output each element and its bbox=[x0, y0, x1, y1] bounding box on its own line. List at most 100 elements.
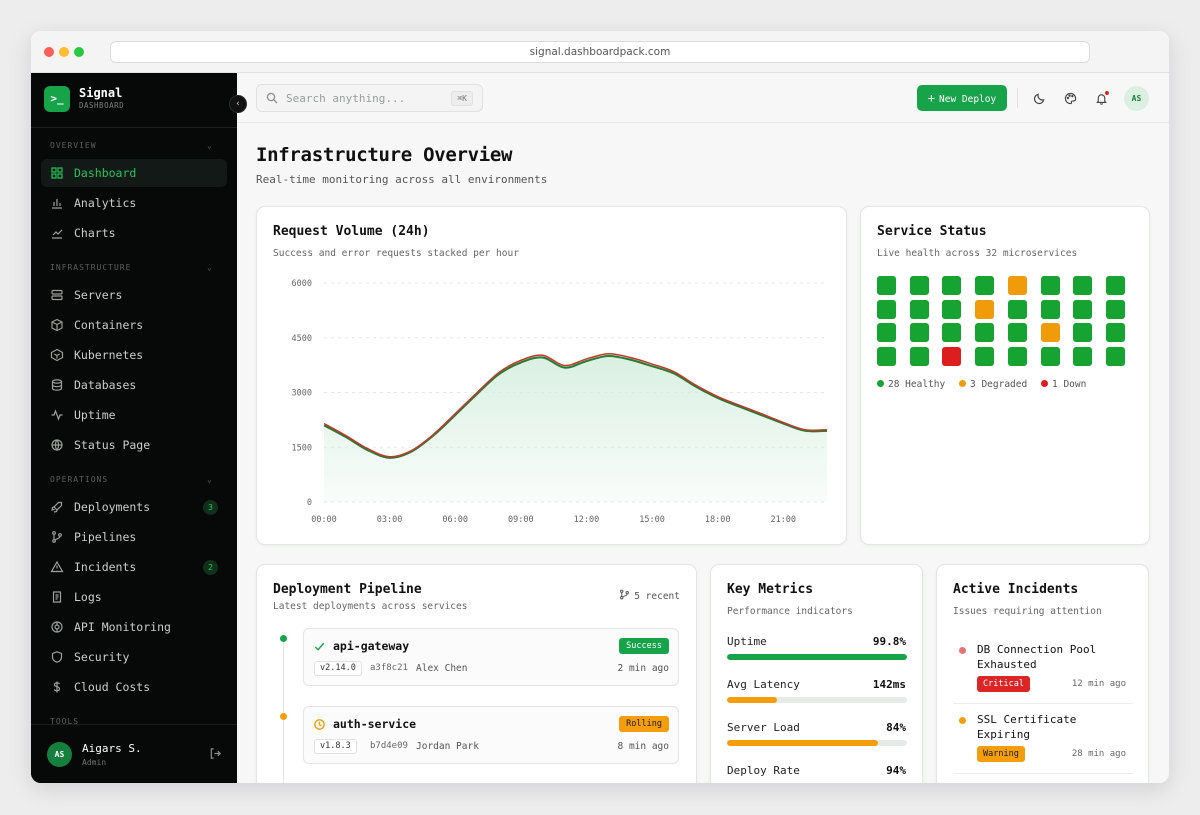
sidebar-item-api-monitoring[interactable]: API Monitoring bbox=[41, 613, 227, 641]
sidebar-item-analytics[interactable]: Analytics bbox=[41, 189, 227, 217]
commit-hash[interactable]: b7d4e09 bbox=[370, 741, 408, 751]
service-status-cell[interactable] bbox=[877, 299, 896, 319]
sidebar: >_ Signal DASHBOARD OVERVIEW ⌄ Dashboard An… bbox=[31, 73, 237, 783]
key-metrics-card: Key Metrics Performance indicators Uptim… bbox=[710, 564, 923, 783]
request-volume-chart[interactable]: 0 1500 3000 4500 6000 00:00 03:00 06:00 09:00 12:… bbox=[257, 207, 847, 545]
service-status-cell[interactable] bbox=[942, 276, 962, 295]
service-status-cell[interactable] bbox=[1105, 346, 1125, 366]
sidebar-item-containers[interactable]: Containers bbox=[41, 311, 227, 339]
moon-icon[interactable] bbox=[1033, 92, 1046, 105]
commit-hash[interactable]: a3f8c21 bbox=[370, 663, 408, 673]
service-status-cell[interactable] bbox=[1040, 346, 1060, 366]
success-series-line[interactable] bbox=[323, 354, 828, 459]
brand-logo[interactable]: >_ bbox=[44, 86, 70, 112]
y-tick-label: 0 bbox=[307, 498, 312, 508]
x-tick-label: 18:00 bbox=[705, 515, 731, 525]
sidebar-item-dashboard[interactable]: Dashboard bbox=[41, 159, 227, 187]
maximize-window-button[interactable] bbox=[74, 47, 84, 57]
service-status-cell[interactable] bbox=[1040, 299, 1060, 319]
charts-icon bbox=[52, 229, 63, 239]
sidebar-item-pipelines[interactable]: Pipelines bbox=[41, 523, 227, 551]
deployment-status-badge: Rolling bbox=[619, 716, 669, 732]
sidebar-item-badge: 2 bbox=[203, 560, 218, 575]
sidebar-section-label: TOOLS bbox=[50, 717, 80, 726]
chevron-down-icon[interactable]: ⌄ bbox=[207, 141, 212, 150]
pipeline-recent[interactable]: 5 recent bbox=[619, 589, 680, 602]
service-status-cell[interactable] bbox=[909, 299, 929, 319]
service-status-cell[interactable] bbox=[1073, 299, 1093, 319]
incident-title[interactable]: SSL Certificate Expiring bbox=[977, 713, 1077, 741]
sidebar-item-deployments[interactable]: Deployments 3 bbox=[41, 493, 227, 521]
sidebar-item-uptime[interactable]: Uptime bbox=[41, 401, 227, 429]
topbar-avatar[interactable]: AS bbox=[1124, 86, 1149, 111]
service-status-cell[interactable] bbox=[909, 276, 929, 295]
new-deploy-button[interactable]: + New Deploy bbox=[917, 85, 1007, 111]
metric-value: 94% bbox=[886, 764, 906, 777]
pipelines-icon bbox=[52, 531, 62, 543]
sidebar-item-databases[interactable]: Databases bbox=[41, 371, 227, 399]
containers-icon bbox=[51, 318, 63, 332]
service-status-cell[interactable] bbox=[1007, 299, 1027, 319]
service-status-cell[interactable] bbox=[1007, 323, 1027, 342]
sidebar-item-label: Security bbox=[74, 650, 130, 664]
metrics-title: Key Metrics bbox=[727, 582, 814, 597]
browser-titlebar: signal.dashboardpack.com bbox=[31, 31, 1169, 73]
deployment-item[interactable]: auth-service Rolling v1.8.3 b7d4e09 Jordan P… bbox=[303, 706, 679, 764]
service-status-cell[interactable] bbox=[975, 299, 995, 319]
logout-icon[interactable] bbox=[209, 747, 222, 760]
sidebar-item-kubernetes[interactable]: Kubernetes bbox=[41, 341, 227, 369]
sidebar-item-charts[interactable]: Charts bbox=[41, 219, 227, 247]
palette-icon[interactable] bbox=[1064, 92, 1077, 105]
chevron-down-icon[interactable]: ⌄ bbox=[207, 263, 212, 272]
metric-progress-fill bbox=[727, 740, 879, 746]
service-status-cell[interactable] bbox=[877, 323, 896, 342]
bell-icon[interactable] bbox=[1095, 92, 1108, 105]
service-status-cell[interactable] bbox=[942, 323, 962, 342]
service-status-title: Service Status bbox=[877, 224, 987, 239]
service-status-cell[interactable] bbox=[1040, 323, 1060, 342]
service-status-cell[interactable] bbox=[1073, 276, 1093, 295]
service-status-cell[interactable] bbox=[909, 346, 929, 366]
service-status-cell[interactable] bbox=[942, 299, 962, 319]
service-status-cell[interactable] bbox=[1073, 346, 1093, 366]
sidebar-item-incidents[interactable]: Incidents 2 bbox=[41, 553, 227, 581]
sidebar-item-logs[interactable]: Logs bbox=[41, 583, 227, 611]
service-status-cell[interactable] bbox=[975, 346, 995, 366]
incident-divider bbox=[953, 773, 1133, 774]
sidebar-item-status-page[interactable]: Status Page bbox=[41, 431, 227, 459]
y-tick-label: 1500 bbox=[292, 443, 312, 453]
minimize-window-button[interactable] bbox=[59, 47, 69, 57]
search-input[interactable]: Search anything... ⌘K bbox=[256, 84, 483, 112]
service-status-cell[interactable] bbox=[909, 323, 929, 342]
service-status-cell[interactable] bbox=[1007, 276, 1027, 295]
service-status-cell[interactable] bbox=[877, 346, 896, 366]
incident-divider bbox=[953, 703, 1133, 704]
service-status-cell[interactable] bbox=[1040, 276, 1060, 295]
sidebar-item-label: Cloud Costs bbox=[74, 680, 151, 694]
brand-subtitle: DASHBOARD bbox=[79, 101, 125, 110]
close-window-button[interactable] bbox=[44, 47, 54, 57]
service-status-cell[interactable] bbox=[877, 276, 896, 295]
sidebar-collapse-button[interactable]: ‹ bbox=[229, 95, 247, 113]
sidebar-section-label: INFRASTRUCTURE bbox=[50, 263, 132, 272]
incident-time: 28 min ago bbox=[1071, 749, 1126, 759]
request-volume-title: Request Volume (24h) bbox=[273, 224, 430, 239]
service-status-cell[interactable] bbox=[975, 276, 995, 295]
sidebar-item-badge: 3 bbox=[203, 500, 218, 515]
incident-title[interactable]: DB Connection Pool Exhausted bbox=[977, 643, 1097, 671]
deployment-item[interactable]: api-gateway Success v2.14.0 a3f8c21 Alex Che… bbox=[303, 628, 679, 686]
sidebar-item-security[interactable]: Security bbox=[41, 643, 227, 671]
chevron-down-icon[interactable]: ⌄ bbox=[207, 475, 212, 484]
url-bar[interactable]: signal.dashboardpack.com bbox=[110, 41, 1090, 63]
user-avatar[interactable]: AS bbox=[47, 742, 72, 767]
service-status-cell[interactable] bbox=[942, 346, 962, 366]
sidebar-item-servers[interactable]: Servers bbox=[41, 281, 227, 309]
service-status-cell[interactable] bbox=[975, 323, 995, 342]
service-status-cell[interactable] bbox=[1105, 299, 1125, 319]
service-status-cell[interactable] bbox=[1007, 346, 1027, 366]
error-series-line[interactable] bbox=[323, 353, 828, 458]
sidebar-item-cloud-costs[interactable]: Cloud Costs bbox=[41, 673, 227, 701]
service-status-cell[interactable] bbox=[1105, 323, 1125, 342]
service-status-cell[interactable] bbox=[1105, 276, 1125, 295]
service-status-cell[interactable] bbox=[1073, 323, 1093, 342]
